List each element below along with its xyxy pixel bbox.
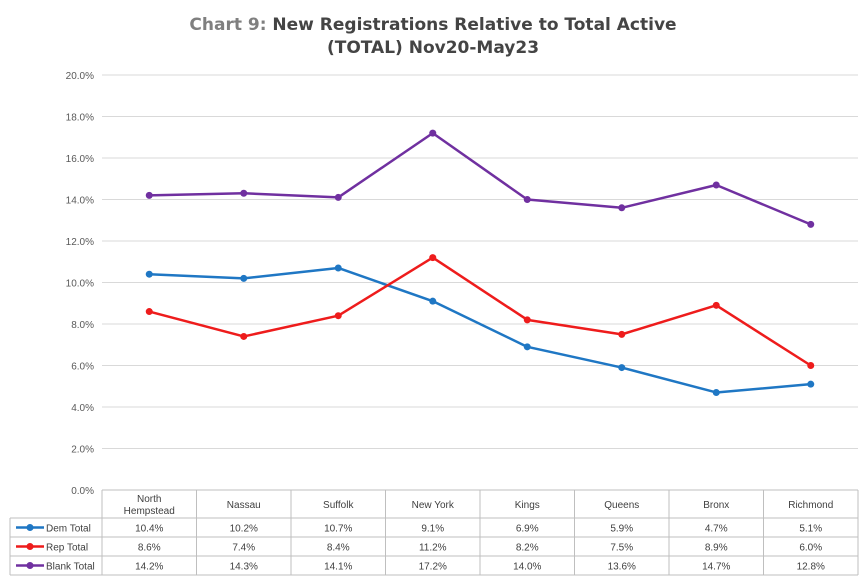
data-point [429,297,437,305]
data-point [429,254,437,262]
data-label: 7.4% [232,543,255,554]
y-tick-label: 2.0% [71,445,94,456]
data-point [145,270,153,278]
data-label: 10.7% [324,524,352,535]
data-label: 6.0% [799,543,822,554]
y-tick-label: 16.0% [66,154,94,165]
y-tick-label: 10.0% [66,279,94,290]
legend-key-marker [26,543,34,550]
data-label: 5.9% [610,524,633,535]
data-label: 10.2% [230,524,258,535]
data-label: 14.2% [135,562,163,573]
category-label: Queens [604,500,639,511]
legend-key-marker [26,562,34,569]
y-tick-label: 0.0% [71,486,94,497]
data-label: 14.0% [513,562,541,573]
data-point [807,220,815,228]
y-tick-label: 12.0% [66,237,94,248]
data-point [807,362,815,369]
data-label: 14.3% [230,562,258,573]
y-tick-label: 14.0% [66,196,94,207]
data-point [240,189,248,197]
series-line [149,131,812,226]
data-point [712,388,720,396]
data-point [334,193,342,201]
data-label: 13.6% [608,562,636,573]
legend-label: Blank Total [46,562,95,573]
data-label: 14.1% [324,562,352,573]
category-label: Nassau [227,500,261,511]
series-line [148,256,812,367]
data-point [429,129,437,137]
chart-title: Chart 9: New Registrations Relative to T… [0,14,866,60]
data-point [618,364,626,372]
category-label: Bronx [703,500,729,511]
data-point [523,316,531,324]
data-label: 8.2% [516,543,539,554]
data-label: 6.9% [516,524,539,535]
data-point [523,196,531,203]
category-label: Suffolk [323,500,354,511]
data-label: 7.5% [610,543,633,554]
data-label: 5.1% [799,524,822,535]
data-point [334,264,342,272]
title-line2: (TOTAL) Nov20-May23 [326,38,540,58]
data-label: 8.9% [705,543,728,554]
data-point [712,301,720,309]
category-label: Hempstead [124,506,175,517]
data-point [145,191,153,199]
legend-label: Rep Total [46,543,88,554]
title-main: New Registrations Relative to Total Acti… [272,15,677,35]
data-point [145,308,153,316]
category-label: Richmond [788,500,833,511]
data-point [712,181,720,189]
data-label: 8.6% [138,543,161,554]
y-tick-label: 6.0% [71,362,94,373]
legend-key-marker [26,524,34,531]
data-point [523,343,531,351]
data-point [618,330,626,338]
data-point [807,380,815,388]
category-label: Kings [515,500,540,511]
y-tick-label: 4.0% [71,403,94,414]
data-label: 8.4% [327,543,350,554]
y-tick-label: 20.0% [66,71,94,82]
data-label: 14.7% [702,562,730,573]
y-tick-label: 8.0% [71,320,94,331]
legend-label: Dem Total [46,524,91,535]
data-label: 17.2% [419,562,447,573]
data-point [240,332,248,340]
data-point [334,312,342,320]
title-prefix: Chart 9: [189,15,267,35]
y-tick-label: 18.0% [66,113,94,124]
category-label: North [137,494,161,505]
data-label: 10.4% [135,524,163,535]
data-point [240,274,248,282]
category-label: New York [412,500,455,511]
data-label: 11.2% [419,543,447,554]
data-point [618,204,626,212]
data-label: 12.8% [797,562,825,573]
data-label: 9.1% [421,524,444,535]
series-line [149,266,811,394]
data-label: 4.7% [705,524,728,535]
